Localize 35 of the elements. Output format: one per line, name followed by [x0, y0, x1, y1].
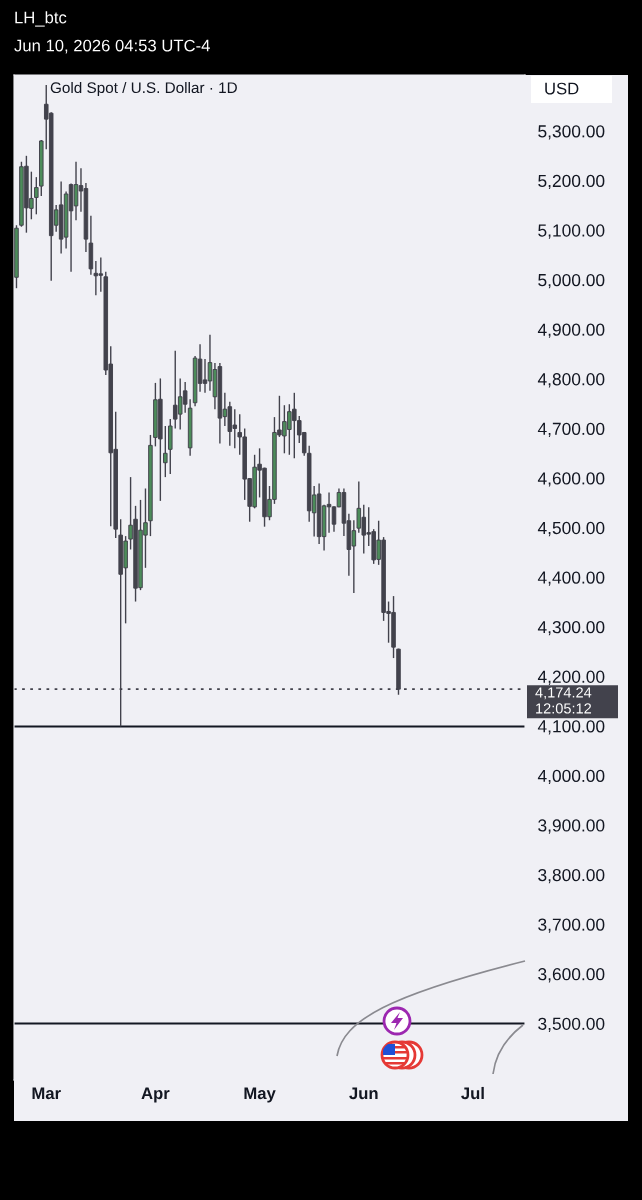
y-axis-title: USD: [545, 82, 579, 95]
y-tick-label: 4,100.00: [537, 720, 605, 735]
y-tick-label: 4,800.00: [537, 373, 605, 388]
y-tick-label: 3,500.00: [538, 1017, 605, 1032]
x-tick-label: Apr: [141, 1087, 170, 1103]
y-tick-label: 4,900.00: [537, 323, 605, 338]
candlestick: [73, 161, 79, 221]
y-tick-label: 4,300.00: [537, 621, 605, 636]
x-tick-label: May: [244, 1087, 276, 1103]
y-tick-label: 3,900.00: [538, 819, 605, 834]
y-tick-label: 5,200.00: [538, 174, 605, 190]
chart-title: Gold Spot / U.S. Dollar · 1D: [50, 81, 237, 97]
y-tick-label: 3,600.00: [538, 968, 605, 983]
y-tick-label: 4,200.00: [537, 670, 605, 685]
text: Jun 10, 2026 04:53 UTC-4: [14, 39, 210, 54]
x-tick-label: Mar: [32, 1087, 61, 1100]
x-tick-label: Jul: [461, 1086, 484, 1100]
text: LH_btc: [15, 11, 67, 27]
candlestick: [202, 358, 208, 394]
text: 12:05:12: [536, 703, 592, 714]
x-tick-label: Jun: [349, 1087, 378, 1100]
y-tick-label: 4,700.00: [537, 422, 605, 438]
ref-line-label: 4,174.24: [535, 687, 592, 700]
y-tick-label: 3,700.00: [538, 918, 605, 933]
y-tick-label: 4,600.00: [537, 472, 605, 487]
candlestick: [168, 418, 173, 475]
y-tick-label: 4,000.00: [537, 769, 605, 785]
y-tick-label: 5,000.00: [538, 273, 605, 289]
y-tick-label: 3,800.00: [538, 868, 605, 884]
y-tick-label: 5,100.00: [538, 224, 605, 239]
y-tick-label: 4,400.00: [537, 571, 605, 586]
candlestick: [34, 176, 39, 216]
y-tick-label: 4,500.00: [537, 521, 605, 537]
y-tick-label: 5,300.00: [538, 125, 605, 140]
candlestick: [163, 425, 168, 478]
